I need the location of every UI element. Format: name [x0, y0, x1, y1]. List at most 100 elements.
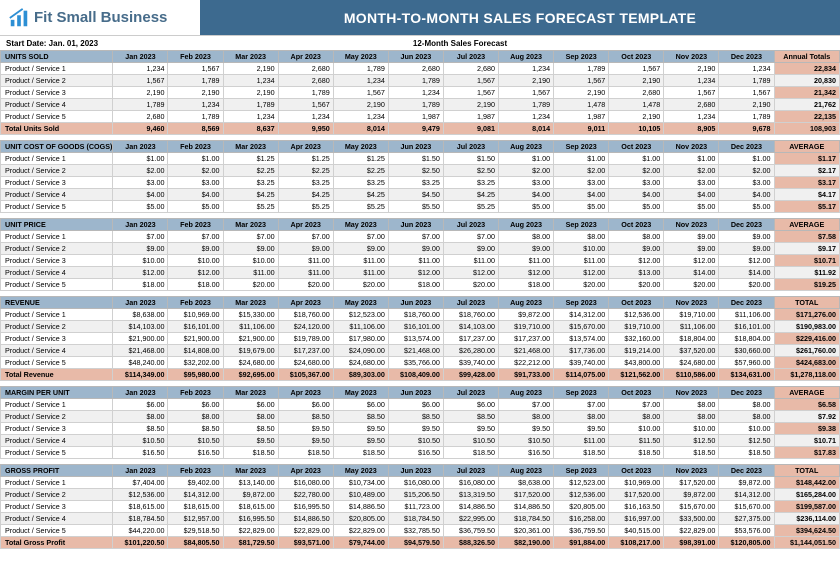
- row-total: $17.83: [774, 447, 840, 459]
- cell: 1,234: [499, 111, 554, 123]
- cell: 1,567: [719, 87, 774, 99]
- cell: $18,760.00: [443, 309, 498, 321]
- cell: 1,789: [168, 75, 223, 87]
- cell: $20.00: [443, 279, 498, 291]
- cell: $26,280.00: [443, 345, 498, 357]
- cell: $9.00: [333, 243, 388, 255]
- cell: 1,567: [113, 75, 168, 87]
- table-row: Product / Service 3$21,900.00$21,900.00$…: [1, 333, 840, 345]
- cell: $1.25: [333, 153, 388, 165]
- month-header: Dec 2023: [719, 387, 774, 399]
- cell: $21,468.00: [113, 345, 168, 357]
- brand-icon: [8, 7, 30, 29]
- row-total: $6.58: [774, 399, 840, 411]
- cell: $24,090.00: [333, 345, 388, 357]
- month-header: Apr 2023: [278, 387, 333, 399]
- cell: $11.00: [333, 267, 388, 279]
- cell: $8.50: [113, 423, 168, 435]
- section-header: MARGIN PER UNITJan 2023Feb 2023Mar 2023A…: [1, 387, 840, 399]
- cell: $11.00: [278, 267, 333, 279]
- month-header: Feb 2023: [168, 141, 223, 153]
- cell: 2,190: [609, 111, 664, 123]
- month-header: Sep 2023: [554, 141, 609, 153]
- cell: $11.00: [278, 255, 333, 267]
- cell: $24,680.00: [664, 357, 719, 369]
- table-row: Product / Service 2$8.00$8.00$8.00$8.50$…: [1, 411, 840, 423]
- month-header: Jun 2023: [388, 51, 443, 63]
- total-label: Total Revenue: [1, 369, 113, 381]
- month-header: Nov 2023: [664, 141, 719, 153]
- month-header: Apr 2023: [278, 219, 333, 231]
- cell: $4.00: [168, 189, 223, 201]
- table-row: Product / Service 5$48,240.00$32,202.00$…: [1, 357, 840, 369]
- cell: $48,240.00: [113, 357, 168, 369]
- table-row: Product / Service 2$12,536.00$14,312.00$…: [1, 489, 840, 501]
- cell: $9.00: [168, 243, 223, 255]
- cell: $43,800.00: [609, 357, 664, 369]
- cell: $20.00: [278, 279, 333, 291]
- cell: $11,106.00: [719, 309, 774, 321]
- cell: $9.00: [719, 231, 774, 243]
- row-total: $19.25: [774, 279, 840, 291]
- cell: $39,740.00: [554, 357, 609, 369]
- cell: $12,536.00: [609, 309, 664, 321]
- cell: $3.00: [719, 177, 774, 189]
- grand-total: $1,144,051.50: [774, 537, 840, 549]
- cell: $4.25: [333, 189, 388, 201]
- cell: $3.25: [278, 177, 333, 189]
- cell: $9.50: [333, 435, 388, 447]
- row-label: Product / Service 1: [1, 309, 113, 321]
- cell: $8.00: [499, 411, 554, 423]
- month-header: Apr 2023: [278, 51, 333, 63]
- cell: 2,680: [443, 63, 498, 75]
- cell: $8.50: [168, 423, 223, 435]
- cell: $12.00: [113, 267, 168, 279]
- month-header: Feb 2023: [168, 297, 223, 309]
- row-total: $11.92: [774, 267, 840, 279]
- cell: $22,829.00: [664, 525, 719, 537]
- cell: $4.25: [223, 189, 278, 201]
- brand-logo: Fit Small Business: [0, 0, 200, 35]
- cell: $16.50: [168, 447, 223, 459]
- cell: $6.00: [168, 399, 223, 411]
- row-label: Product / Service 3: [1, 333, 113, 345]
- row-total: $1.17: [774, 153, 840, 165]
- cell: $13,574.00: [388, 333, 443, 345]
- cell: $10,969.00: [609, 477, 664, 489]
- cell: $12.00: [719, 255, 774, 267]
- cell: $9.50: [554, 423, 609, 435]
- cell: 2,190: [554, 87, 609, 99]
- row-total: 22,834: [774, 63, 840, 75]
- total-cell: $114,349.00: [113, 369, 168, 381]
- cell: 1,234: [664, 111, 719, 123]
- month-header: May 2023: [333, 387, 388, 399]
- cell: 1,987: [388, 111, 443, 123]
- cell: $12,957.00: [168, 513, 223, 525]
- cell: 1,567: [443, 87, 498, 99]
- row-label: Product / Service 2: [1, 489, 113, 501]
- row-label: Product / Service 4: [1, 189, 113, 201]
- cell: $5.25: [443, 201, 498, 213]
- cell: 2,680: [113, 111, 168, 123]
- cell: $1.50: [388, 153, 443, 165]
- cell: $19,679.00: [223, 345, 278, 357]
- table-row: Product / Service 5$44,220.00$29,518.50$…: [1, 525, 840, 537]
- cell: $10,489.00: [333, 489, 388, 501]
- cell: $1.00: [664, 153, 719, 165]
- cell: 1,987: [554, 111, 609, 123]
- cell: $2.00: [113, 165, 168, 177]
- cell: $17,237.00: [443, 333, 498, 345]
- cell: $11.00: [554, 255, 609, 267]
- row-label: Product / Service 5: [1, 279, 113, 291]
- cell: $17,237.00: [278, 345, 333, 357]
- cell: $53,576.00: [719, 525, 774, 537]
- cell: $7.00: [388, 231, 443, 243]
- cell: $15,206.50: [388, 489, 443, 501]
- month-header: Jul 2023: [443, 51, 498, 63]
- month-header: Oct 2023: [609, 141, 664, 153]
- cell: $2.00: [168, 165, 223, 177]
- cell: $18,615.00: [223, 501, 278, 513]
- row-label: Product / Service 5: [1, 111, 113, 123]
- month-header: Aug 2023: [499, 219, 554, 231]
- cell: 1,567: [333, 87, 388, 99]
